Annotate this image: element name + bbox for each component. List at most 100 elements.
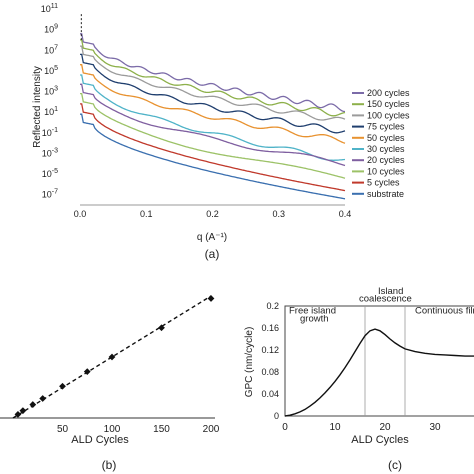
panel-a-series-line (80, 74, 346, 161)
panel-a-y-tick-label: 107 (44, 44, 58, 55)
panel-b-x-axis-label: ALD Cycles (71, 434, 129, 446)
panel-b-data-point (158, 324, 165, 332)
panel-a-series-line (80, 103, 346, 192)
panel-c-y-tick-label: 0.08 (261, 367, 279, 377)
panel-c-gpc-chart: 010203040 00.040.080.120.160.2 Free isla… (244, 286, 474, 472)
panel-c-y-tick-label: 0.16 (261, 323, 279, 333)
panel-c-y-tick-labels: 0 0.04 0.08 0.12 0.16 0.2 (261, 301, 279, 421)
panel-b-data-point (59, 382, 66, 390)
panel-b-x-tick-label: 100 (104, 424, 121, 435)
panel-a-legend-label: 30 cycles (367, 144, 405, 154)
panel-a-y-tick-base: 10 (44, 87, 54, 97)
panel-a-y-tick-base: 10 (42, 190, 52, 200)
panel-a-y-tick-label: 109 (44, 24, 58, 35)
panel-a-y-tick-base: 10 (42, 128, 52, 138)
panel-a-x-tick-label: 0.2 (206, 209, 219, 219)
panel-a-y-tick-label: 103 (44, 86, 58, 97)
panel-b-x-tick-labels: 50 100 150 200 (57, 424, 220, 435)
panel-c-y-tick-label: 0.2 (266, 301, 279, 311)
panel-a-series-line (80, 53, 346, 134)
panel-a-y-tick-exponent: -5 (52, 168, 58, 175)
panel-a-y-tick-label: 10-5 (42, 168, 58, 179)
panel-b-x-tick-label: 200 (203, 424, 220, 435)
panel-a-y-tick-exponent: 5 (54, 65, 58, 72)
panel-b-trendline (12, 295, 212, 419)
panel-b-data-point (29, 401, 37, 408)
panel-b-points (14, 295, 215, 418)
panel-a-y-axis-label: Reflected intensity (32, 66, 43, 148)
panel-c-y-tick-label: 0 (274, 411, 279, 421)
panel-a-y-tick-exponent: -1 (52, 127, 58, 134)
panel-a-y-tick-label: 105 (44, 65, 58, 76)
panel-a-y-tick-exponent: -7 (52, 189, 58, 196)
panel-a-series-line (80, 83, 346, 167)
panel-a-legend-label: 200 cycles (367, 88, 410, 98)
panel-c-x-tick-label: 30 (429, 422, 441, 433)
panel-a-y-tick-exponent: -3 (52, 147, 58, 154)
panel-a-caption: (a) (205, 247, 220, 261)
panel-b-data-point (39, 395, 47, 402)
panel-a-y-tick-base: 10 (42, 148, 52, 158)
panel-a-series-group (80, 14, 346, 200)
panel-a-legend-label: 100 cycles (367, 110, 410, 120)
panel-a-x-tick-label: 0.4 (339, 209, 352, 219)
panel-a-y-tick-exponent: 1 (54, 106, 58, 113)
panel-c-annotation: coalescence (359, 294, 412, 305)
panel-a-y-tick-exponent: 9 (54, 24, 58, 31)
panel-c-y-tick-label: 0.04 (261, 389, 279, 399)
panel-c-annotation: Free island (289, 306, 336, 317)
panel-c-x-tick-label: 10 (329, 422, 341, 433)
panel-c-caption: (c) (388, 458, 402, 472)
panel-c-x-tick-labels: 010203040 (282, 422, 441, 433)
panel-a-y-tick-label: 101 (44, 106, 58, 117)
panel-a-legend-label: substrate (367, 189, 404, 199)
panel-a-series-line (80, 113, 346, 200)
panel-b-data-point (19, 407, 27, 415)
panel-a-x-axis-label: q (A⁻¹) (197, 232, 227, 243)
panel-a-legend-label: 50 cycles (367, 133, 405, 143)
panel-a-legend-label: 20 cycles (367, 155, 405, 165)
panel-a-series-line (80, 39, 346, 117)
panel-c-y-axis-label: GPC (nm/cycle) (244, 327, 255, 398)
panel-b-data-point (108, 353, 116, 361)
panel-a-y-tick-base: 10 (44, 45, 54, 55)
panel-c-x-tick-label: 20 (379, 422, 391, 433)
panel-c-plot-frame (284, 305, 474, 417)
panel-a-series-line (80, 92, 346, 179)
panel-c-x-axis-label: ALD Cycles (351, 434, 409, 446)
panel-a-legend-label: 75 cycles (367, 122, 405, 132)
panel-c-annotation: growth (300, 313, 329, 324)
panel-a-y-tick-label: 1011 (41, 3, 58, 14)
panel-c-annotation: Island (378, 286, 403, 297)
panel-a-y-tick-exponent: 11 (51, 3, 58, 10)
panel-a-y-tick-exponent: 3 (54, 86, 58, 93)
panel-c-annotation: Continuous film (415, 306, 474, 317)
panel-c-gpc-curve (284, 328, 474, 417)
panel-a-y-tick-label: 10-3 (42, 147, 58, 158)
panel-b-x-tick-label: 150 (153, 424, 170, 435)
panel-a-y-tick-exponent: 7 (54, 44, 58, 51)
panel-a-y-tick-label: 10-1 (42, 127, 58, 138)
panel-a-reflectivity-chart: 0.0 0.1 0.2 0.3 0.4 101110910710510310110-11… (32, 3, 410, 261)
panel-b-data-point (207, 295, 215, 302)
panel-b-caption: (b) (102, 458, 117, 472)
panel-b-scatter-chart: 50 100 150 200 ALD Cycles (b) (0, 295, 220, 472)
panel-a-series-line (80, 45, 346, 121)
panel-b-x-tick-label: 50 (57, 424, 69, 435)
panel-a-y-tick-label: 10-7 (42, 189, 58, 200)
panel-a-legend-label: 10 cycles (367, 166, 405, 176)
panel-c-x-tick-label: 0 (282, 422, 288, 433)
panel-a-y-tick-base: 10 (42, 169, 52, 179)
panel-a-y-tick-base: 10 (41, 4, 51, 14)
panel-a-y-tick-base: 10 (44, 66, 54, 76)
panel-a-x-tick-label: 0.1 (140, 209, 153, 219)
panel-a-y-tick-base: 10 (44, 107, 54, 117)
panel-a-legend-label: 150 cycles (367, 99, 410, 109)
panel-c-y-tick-label: 0.12 (261, 345, 279, 355)
panel-a-series-line (80, 64, 346, 144)
panel-c-phase-divider-lines (364, 306, 406, 416)
